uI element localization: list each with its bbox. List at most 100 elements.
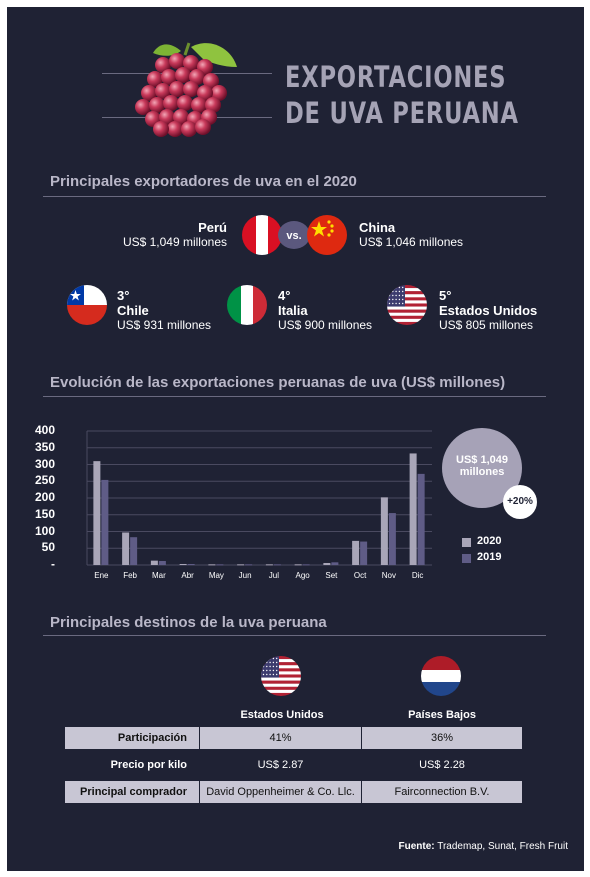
y-tick-label: - — [51, 557, 55, 571]
x-tick-label: Feb — [123, 571, 138, 580]
y-tick-label: 400 — [34, 423, 55, 437]
section-destinations-title: Principales destinos de la uva peruana — [50, 614, 327, 631]
x-tick-label: May — [208, 571, 224, 580]
grape-berry — [177, 95, 193, 111]
grape-berry — [161, 69, 177, 85]
italy-info: 4° Italia US$ 900 millones — [278, 288, 372, 333]
chile-rank: 3° — [117, 288, 130, 303]
y-tick-label: 150 — [34, 506, 55, 521]
bar-2020-dic — [409, 453, 417, 565]
x-tick-label: Ago — [295, 571, 310, 580]
y-tick-label: 50 — [41, 540, 55, 555]
peru-value: US$ 1,049 millones — [122, 235, 227, 249]
grape-berry — [183, 81, 199, 97]
peru-name: Perú — [198, 220, 227, 235]
bar-2020-feb — [122, 532, 130, 565]
grape-berry — [155, 57, 171, 73]
title-line-2: DE UVA PERUANA — [285, 96, 519, 130]
peru-flag-icon — [242, 215, 282, 255]
x-tick-label: Abr — [181, 571, 194, 580]
grape-berry — [159, 109, 175, 125]
bar-2019-nov — [388, 513, 396, 565]
vs-badge: vs. — [278, 221, 310, 249]
table-cell: Fairconnection B.V. — [362, 781, 522, 803]
legend-label-2020: 2020 — [477, 535, 502, 547]
page-title: EXPORTACIONES DE UVA PERUANA — [285, 59, 519, 131]
change-bubble — [503, 485, 537, 519]
grape-berry — [169, 81, 185, 97]
table-cell: 41% — [200, 727, 361, 749]
grape-berry — [189, 69, 205, 85]
table-row-label: Precio por kilo — [110, 759, 187, 771]
grape-berry — [183, 55, 199, 71]
bar-2020-set — [323, 562, 331, 565]
x-tick-label: Nov — [381, 571, 396, 580]
bar-2020-ago — [294, 564, 302, 566]
china-flag-icon — [307, 215, 347, 255]
y-tick-label: 200 — [34, 490, 55, 504]
y-tick-label: 250 — [34, 473, 55, 488]
italy-name: Italia — [278, 303, 308, 318]
x-tick-label: Jun — [238, 571, 252, 580]
source-note: Fuente: Trademap, Sunat, Fresh Fruit — [398, 841, 568, 852]
grape-berry — [203, 73, 219, 89]
china-info: China US$ 1,046 millones — [359, 220, 463, 250]
section-destinations-rule — [43, 635, 546, 636]
section-exporters-title: Principales exportadores de uva en el 20… — [50, 173, 357, 190]
change-value: +20% — [507, 496, 533, 507]
x-tick-label: Dic — [411, 571, 424, 580]
annual-total-value: US$ 1,049 millones — [456, 454, 508, 478]
bar-2020-abr — [179, 563, 187, 565]
grape-berry — [173, 109, 189, 125]
italy-rank: 4° — [278, 288, 291, 303]
bar-2019-oct — [360, 541, 368, 565]
grape-berry — [147, 71, 163, 87]
usa-info: 5° Estados Unidos US$ 805 millones — [439, 288, 537, 333]
table-cell: 36% — [362, 727, 522, 749]
chile-value: US$ 931 millones — [117, 318, 212, 332]
bar-2020-mar — [150, 560, 158, 565]
bar-2019-ene — [101, 479, 109, 565]
usa-rank: 5° — [439, 288, 452, 303]
y-tick-label: 350 — [34, 439, 55, 454]
table-cell: US$ 2.28 — [419, 759, 465, 771]
y-tick-label: 100 — [34, 523, 55, 538]
destination-netherlands-label: Países Bajos — [408, 709, 476, 721]
grape-berry — [153, 121, 169, 137]
grape-berry — [135, 99, 151, 115]
legend-swatch-2020 — [462, 538, 471, 547]
grape-berry — [195, 119, 211, 135]
chile-name: Chile — [117, 303, 149, 318]
grape-berry — [141, 85, 157, 101]
bar-2019-jul — [273, 564, 281, 566]
peru-info: Perú US$ 1,049 millones — [117, 220, 227, 250]
exports-bar-chart — [86, 430, 432, 566]
bar-2020-jul — [265, 564, 273, 566]
grape-berry — [175, 67, 191, 83]
destination-usa-label: Estados Unidos — [240, 709, 324, 721]
grape-icon — [135, 42, 237, 137]
y-tick-label: 300 — [34, 456, 55, 471]
vs-label: vs. — [286, 230, 301, 242]
bar-2019-mar — [158, 560, 166, 565]
x-tick-label: Ene — [94, 571, 109, 580]
bar-2020-ene — [93, 461, 101, 565]
netherlands-flag-icon — [421, 656, 461, 696]
x-tick-label: Mar — [151, 571, 166, 580]
section-exporters-rule — [43, 196, 546, 197]
bar-2019-set — [331, 562, 339, 565]
italy-value: US$ 900 millones — [278, 318, 373, 332]
bar-2020-may — [208, 564, 216, 566]
x-tick-label: Set — [325, 571, 338, 580]
italy-flag-icon — [227, 285, 267, 325]
table-row-label: Principal comprador — [65, 781, 199, 803]
section-evolution-rule — [43, 396, 546, 397]
title-line-1: EXPORTACIONES — [285, 60, 507, 94]
chile-info: 3° Chile US$ 931 millones — [117, 288, 211, 333]
bar-2019-abr — [187, 563, 195, 565]
china-value: US$ 1,046 millones — [359, 235, 464, 249]
section-evolution-title: Evolución de las exportaciones peruanas … — [50, 374, 506, 391]
grape-berry — [197, 85, 213, 101]
bar-2020-jun — [237, 564, 245, 566]
grape-berry — [191, 97, 207, 113]
